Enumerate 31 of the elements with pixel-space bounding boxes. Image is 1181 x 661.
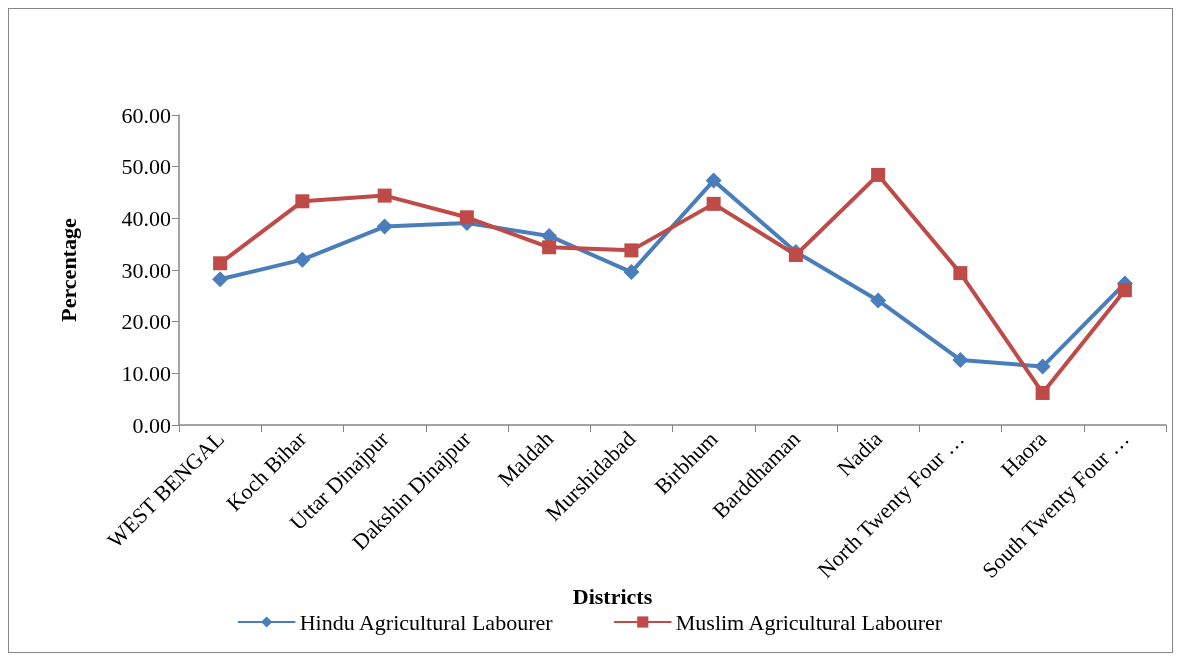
y-tick-label: 40.00: [121, 205, 171, 231]
y-tick-label: 20.00: [121, 309, 171, 335]
point: [953, 266, 968, 281]
point: [1117, 283, 1132, 298]
point: [706, 196, 721, 211]
point: [459, 210, 474, 225]
point: [705, 172, 722, 189]
y-tick-label: 30.00: [121, 257, 171, 283]
point: [213, 256, 228, 271]
y-tick-label: 10.00: [121, 360, 171, 386]
legend-label: Hindu Agricultural Labourer: [299, 609, 554, 635]
point: [212, 271, 229, 288]
y-tick-label: 50.00: [121, 154, 171, 180]
point: [295, 194, 310, 209]
legend-label: Muslim Agricultural Labourer: [675, 609, 943, 635]
point: [870, 292, 887, 309]
point: [952, 351, 969, 368]
point: [1034, 358, 1051, 375]
y-tick-label: 60.00: [121, 102, 171, 128]
point: [1035, 385, 1050, 400]
point: [623, 264, 640, 281]
y-axis-title: Percentage: [55, 218, 81, 322]
point: [542, 240, 557, 255]
point: [376, 218, 393, 235]
point: [624, 243, 639, 258]
x-axis-title: Districts: [572, 583, 653, 609]
point: [788, 248, 803, 263]
y-tick-label: 0.00: [132, 412, 171, 438]
point: [377, 188, 392, 203]
point: [294, 251, 311, 268]
point: [871, 167, 886, 182]
